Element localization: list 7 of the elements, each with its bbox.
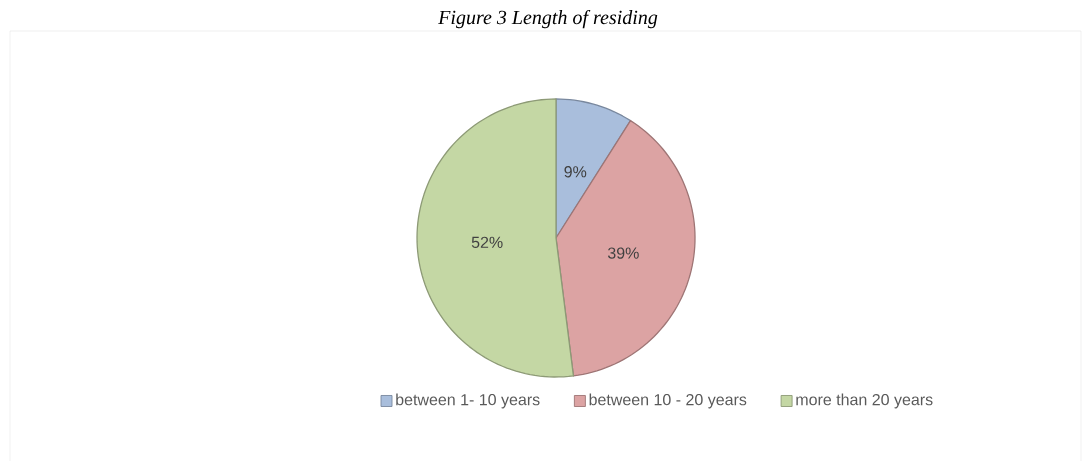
legend-label: between 10 - 20 years <box>589 393 747 409</box>
chart-title: Figure 3 Length of residing <box>438 9 658 29</box>
legend-label: more than 20 years <box>796 393 933 409</box>
data-label: 39% <box>607 247 639 259</box>
data-label: 9% <box>564 166 587 178</box>
data-label: 52% <box>471 236 503 248</box>
legend-label: between 1- 10 years <box>396 393 540 409</box>
